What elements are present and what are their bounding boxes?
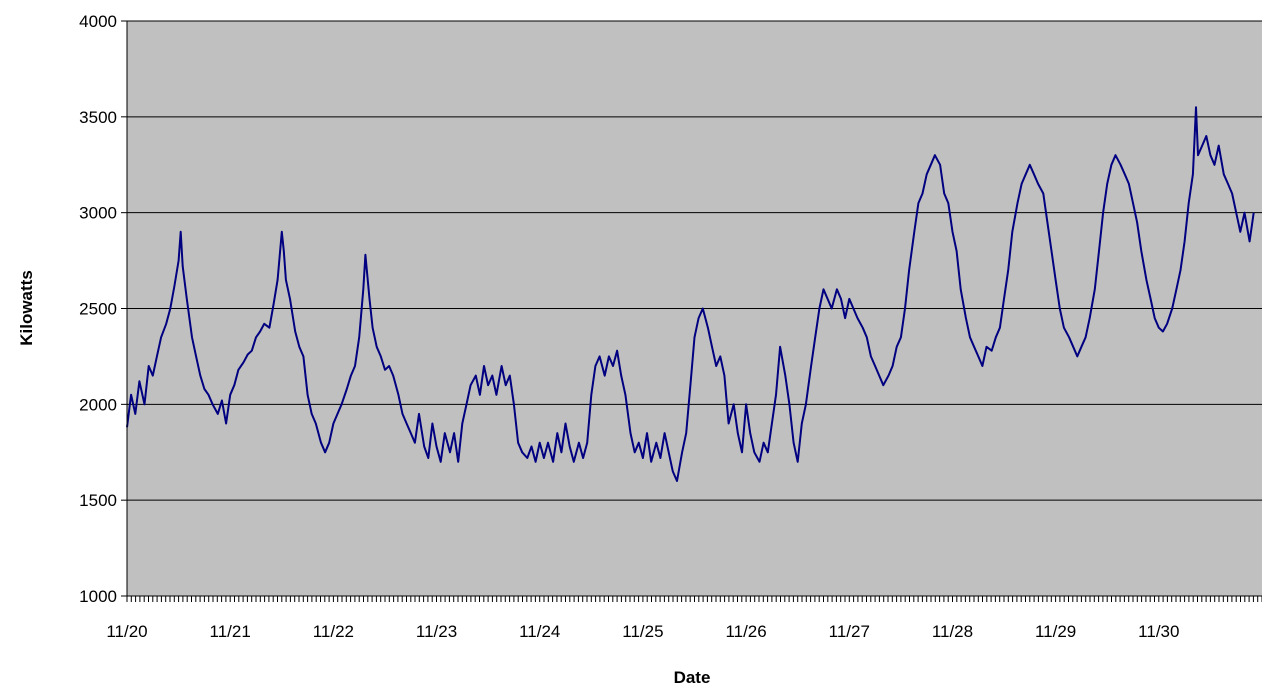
- x-tick-label-11-26: 11/26: [725, 622, 766, 641]
- y-tick-label-2000: 2000: [79, 395, 117, 414]
- y-tick-label-3500: 3500: [79, 108, 117, 127]
- series-line-0: [126, 106, 1255, 482]
- x-tick-label-11-22: 11/22: [313, 622, 354, 641]
- series-layer: [126, 106, 1255, 482]
- x-axis-title: Date: [674, 668, 711, 687]
- x-tick-label-11-29: 11/29: [1035, 622, 1076, 641]
- x-tick-label-11-21: 11/21: [210, 622, 251, 641]
- x-tick-label-11-27: 11/27: [829, 622, 870, 641]
- x-minor-ticks: [126, 596, 1262, 602]
- gridlines: [127, 20, 1262, 501]
- x-tick-labels: 11/20 11/21 11/22 11/23 11/24 11/25 11/26 11/27…: [106, 596, 1262, 641]
- x-tick-label-11-30: 11/30: [1138, 622, 1179, 641]
- x-tick-label-11-20: 11/20: [106, 622, 147, 641]
- y-tick-label-1000: 1000: [79, 587, 117, 606]
- y-tick-label-2500: 2500: [79, 300, 117, 319]
- x-tick-label-11-23: 11/23: [416, 622, 457, 641]
- y-tick-label-4000: 4000: [79, 12, 117, 31]
- x-tick-label-11-25: 11/25: [622, 622, 663, 641]
- y-tick-labels: 1000 1500 2000 2500 3000 3500 4000: [79, 12, 127, 606]
- y-axis-title: Kilowatts: [17, 270, 36, 346]
- y-tick-label-1500: 1500: [79, 491, 117, 510]
- y-tick-label-3000: 3000: [79, 204, 117, 223]
- x-tick-label-11-28: 11/28: [932, 622, 973, 641]
- x-tick-label-11-24: 11/24: [519, 622, 560, 641]
